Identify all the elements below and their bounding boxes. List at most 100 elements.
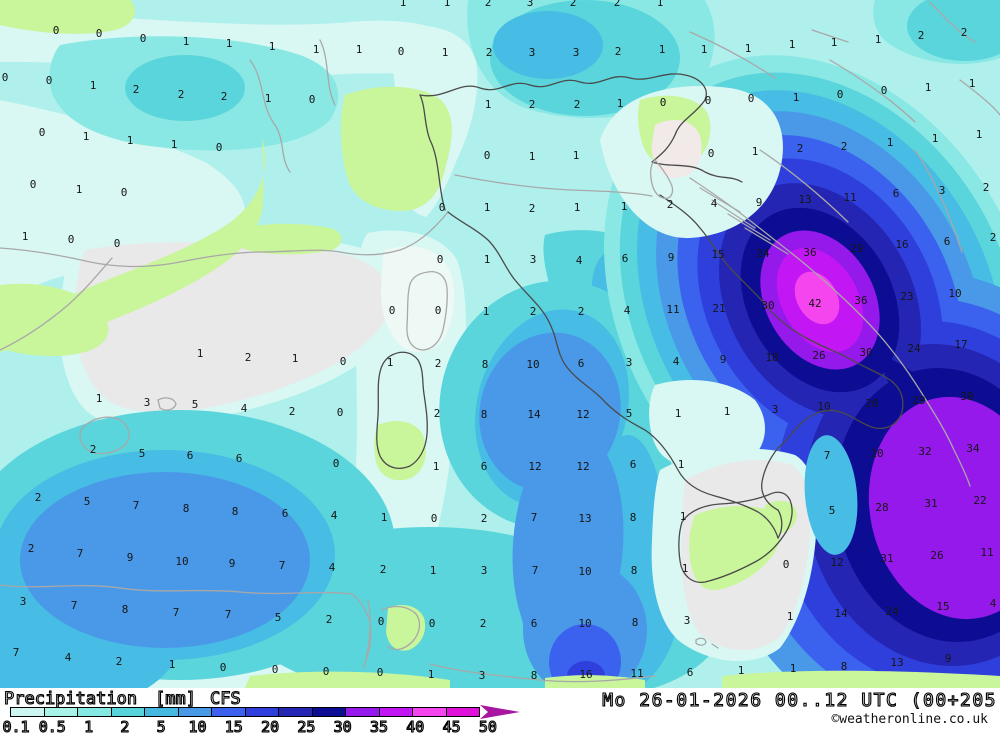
- precip-value: 2: [530, 305, 537, 318]
- italy-east-coast: [659, 194, 904, 539]
- northwest-light-rain-blob: [49, 36, 339, 151]
- precip-value: 1: [485, 98, 492, 111]
- precip-value: 7: [13, 646, 20, 659]
- precip-value: 17: [954, 338, 967, 351]
- precip-value: 2: [380, 563, 387, 576]
- precip-value: 6: [481, 460, 488, 473]
- precip-value: 0: [837, 88, 844, 101]
- precip-value: 0: [484, 149, 491, 162]
- precip-value: 3: [530, 253, 537, 266]
- legend-scale-value: 1: [84, 717, 94, 733]
- precip-value: 24: [885, 605, 899, 618]
- precip-value: 6: [531, 617, 538, 630]
- sardinia-coast: [376, 351, 428, 469]
- precip-value: 1: [444, 0, 451, 9]
- precip-value: 2: [481, 512, 488, 525]
- precip-value: 21: [712, 302, 725, 315]
- precip-value: 1: [657, 0, 664, 9]
- precip-value: 0: [398, 45, 405, 58]
- precip-value: 0: [378, 615, 385, 628]
- map-title-unit: [mm]: [155, 688, 197, 709]
- precip-value: 1: [675, 407, 682, 420]
- legend-segment: [244, 708, 278, 716]
- precip-value: 1: [617, 97, 624, 110]
- legend-scale-value: 20: [261, 717, 280, 733]
- precip-value: 0: [783, 558, 790, 571]
- precip-value: 1: [292, 352, 299, 365]
- balkan-coast: [689, 177, 971, 487]
- precip-value: 1: [226, 37, 233, 50]
- precip-value: 4: [711, 197, 718, 210]
- precip-value: 18: [765, 351, 778, 364]
- precip-value: 5: [84, 495, 91, 508]
- legend-segment: [412, 708, 446, 716]
- precip-value: 4: [331, 509, 338, 522]
- precip-value: 0: [660, 96, 667, 109]
- precip-value: 11: [630, 667, 643, 680]
- precip-value: 3: [529, 46, 536, 59]
- precip-value: 1: [442, 46, 449, 59]
- precip-value: 2: [983, 181, 990, 194]
- legend-segment: [177, 708, 211, 716]
- precip-value: 2: [990, 231, 997, 244]
- alps-border-north: [419, 73, 707, 101]
- precip-value: 8: [632, 616, 639, 629]
- precip-value: 5: [829, 504, 836, 517]
- precip-value: 9: [945, 652, 952, 665]
- precip-value: 26: [930, 549, 943, 562]
- precip-value: 7: [173, 606, 180, 619]
- legend-footer: Precipitation [mm] CFS 0.1 0.5 1 2 5 10 15 20 25 30…: [0, 688, 1000, 733]
- precip-value: 1: [678, 458, 685, 471]
- mallorca-coast: [79, 397, 177, 455]
- precip-value: 1: [483, 305, 490, 318]
- legend-segment: [11, 708, 44, 716]
- precip-value: 24: [907, 342, 921, 355]
- capbon-coast: [381, 605, 421, 651]
- precip-value: 1: [313, 43, 320, 56]
- precip-value: 0: [435, 304, 442, 317]
- precip-value: 7: [133, 499, 140, 512]
- legend-scale-value: 15: [224, 717, 243, 733]
- precip-value: 3: [479, 669, 486, 682]
- precip-value: 31: [924, 497, 937, 510]
- precip-value: 1: [976, 128, 983, 141]
- precip-value: 2: [35, 491, 42, 504]
- precip-value: 3: [144, 396, 151, 409]
- precip-value: 4: [624, 304, 631, 317]
- precip-value: 3: [772, 403, 779, 416]
- precip-value: 28: [875, 501, 888, 514]
- precip-value: 0: [53, 24, 60, 37]
- legend-scale-value: 40: [406, 717, 425, 733]
- color-scale-bar: [10, 707, 480, 717]
- precip-value: 9: [720, 353, 727, 366]
- precip-value: 7: [532, 564, 539, 577]
- precip-value: 7: [824, 449, 831, 462]
- precip-value: 4: [65, 651, 72, 664]
- legend-segment: [278, 708, 312, 716]
- precip-value: 1: [76, 183, 83, 196]
- precip-value: 31: [880, 552, 893, 565]
- precip-value: 1: [96, 392, 103, 405]
- legend-scale-value: 10: [188, 717, 207, 733]
- precip-value: 13: [578, 512, 591, 525]
- precip-value: 10: [578, 565, 591, 578]
- precip-value: 6: [187, 449, 194, 462]
- precip-value: 6: [578, 357, 585, 370]
- tunisia-border: [363, 599, 371, 669]
- precip-value: 6: [282, 507, 289, 520]
- precip-value: 7: [279, 559, 286, 572]
- precip-value: 4: [673, 355, 680, 368]
- africa-coast-east: [429, 663, 656, 683]
- precip-value: 5: [192, 398, 199, 411]
- precip-value: 7: [531, 511, 538, 524]
- precip-value: 0: [46, 74, 53, 87]
- precip-value: 1: [682, 562, 689, 575]
- precip-value: 1: [925, 81, 932, 94]
- precip-value: 10: [526, 358, 539, 371]
- topright-light-rain-blob: [873, 0, 1000, 65]
- alps-border-east: [651, 99, 743, 183]
- precip-value: 14: [834, 607, 848, 620]
- precip-value: 0: [340, 355, 347, 368]
- precip-value: 2: [578, 305, 585, 318]
- precip-value: 1: [400, 0, 407, 9]
